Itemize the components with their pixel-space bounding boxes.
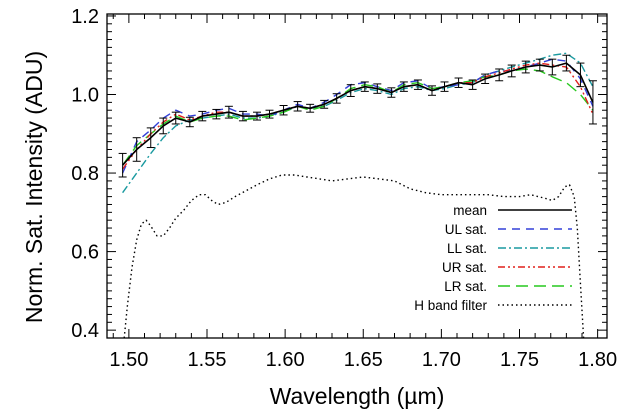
error-bar <box>171 111 180 125</box>
error-bar <box>535 58 544 72</box>
series-line-h-band-filter <box>123 174 585 338</box>
error-bar <box>399 81 408 92</box>
legend-label: LL sat. <box>447 241 487 256</box>
error-bar <box>185 116 194 128</box>
y-tick-label: 1.2 <box>71 6 99 28</box>
legend: mean UL sat. LL sat. UR sat. LR sat. H band f… <box>414 203 572 313</box>
error-bar <box>146 127 155 149</box>
legend-label: mean <box>453 203 487 218</box>
error-bar <box>481 73 490 85</box>
x-tick-label: 1.50 <box>109 349 148 371</box>
error-bar <box>562 54 571 72</box>
error-bar <box>413 79 422 90</box>
x-tick-label: 1.80 <box>578 349 617 371</box>
error-bar <box>279 105 288 116</box>
error-bar <box>159 117 168 135</box>
error-bar <box>346 84 355 97</box>
error-bar <box>507 64 516 78</box>
x-axis-label: Wavelength (µm) <box>270 383 445 409</box>
error-bar <box>332 93 341 104</box>
error-bar <box>576 62 585 88</box>
error-bar <box>118 152 127 178</box>
y-tick-label: 0.4 <box>71 320 99 342</box>
error-bar <box>198 110 207 122</box>
error-bar <box>495 68 504 82</box>
error-bar <box>265 109 274 119</box>
axes-layer: 1.50 1.55 1.60 1.65 1.70 1.75 1.80 0.4 0.6 0.8 1.0… <box>71 6 617 371</box>
legend-entry: H band filter <box>414 298 572 313</box>
legend-label: UL sat. <box>445 222 487 237</box>
error-bar <box>521 60 530 74</box>
error-bar <box>588 80 597 125</box>
x-tick-label: 1.65 <box>344 349 383 371</box>
series-line-mean <box>122 62 594 166</box>
error-bar <box>428 85 436 96</box>
legend-entry: UL sat. <box>445 222 572 237</box>
error-bar <box>224 105 233 119</box>
error-bar <box>387 87 396 98</box>
y-tick-label: 0.8 <box>71 163 99 185</box>
series-line-ul-sat <box>121 58 594 174</box>
legend-entry: LL sat. <box>447 241 572 256</box>
legend-entry: UR sat. <box>442 260 572 275</box>
legend-entry: LR sat. <box>444 279 572 294</box>
data-layer <box>118 52 597 338</box>
error-bar <box>548 58 557 76</box>
error-bar <box>360 81 369 92</box>
error-bar <box>454 77 463 88</box>
series-line-ll-sat <box>122 52 594 194</box>
x-tick-label: 1.55 <box>188 349 227 371</box>
error-bar <box>293 101 302 112</box>
error-bar <box>373 83 382 94</box>
error-bar <box>238 110 247 122</box>
error-bar <box>320 99 329 109</box>
error-bar <box>132 137 141 162</box>
y-tick-label: 0.6 <box>71 242 99 264</box>
error-bar <box>306 103 315 113</box>
error-bar <box>440 81 449 92</box>
y-axis-label: Norm. Sat. Intensity (ADU) <box>21 51 47 323</box>
x-tick-label: 1.75 <box>500 349 539 371</box>
x-tick-label: 1.60 <box>266 349 305 371</box>
legend-entry: mean <box>453 203 572 218</box>
error-bar <box>212 108 221 120</box>
legend-label: LR sat. <box>444 279 487 294</box>
series-line-lr-sat <box>122 68 594 166</box>
error-bar <box>253 111 261 121</box>
plot-frame <box>106 13 608 339</box>
y-tick-label: 1.0 <box>71 85 99 107</box>
legend-label: H band filter <box>414 298 487 313</box>
error-bar <box>468 79 477 90</box>
x-tick-label: 1.70 <box>422 349 461 371</box>
legend-label: UR sat. <box>442 260 487 275</box>
